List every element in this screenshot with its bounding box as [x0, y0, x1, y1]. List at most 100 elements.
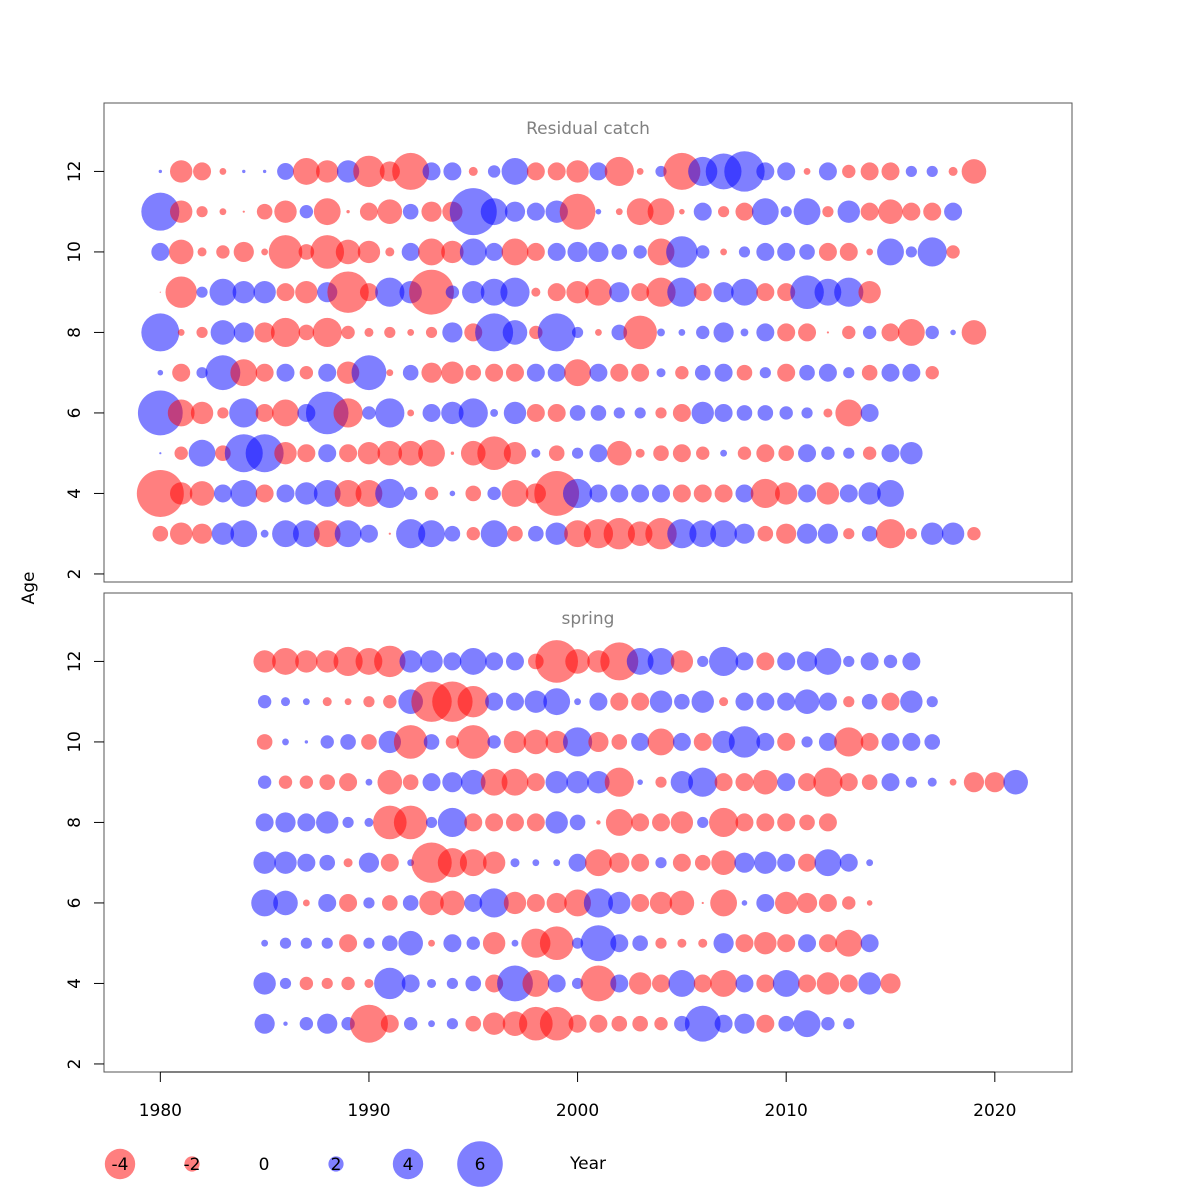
bubble-age10-1998 [523, 729, 549, 755]
bubble-age7-2014 [866, 859, 874, 867]
bubble-age10-2014 [866, 248, 874, 256]
bubble-age7-2016 [902, 363, 921, 382]
bubble-age4-2002 [610, 974, 629, 993]
bubble-age10-1995 [459, 238, 487, 266]
bubble-age10-1986 [268, 235, 303, 269]
bubble-age3-2016 [905, 528, 917, 540]
bubble-age8-2003 [623, 315, 657, 350]
bubble-age10-2014 [860, 732, 879, 751]
bubble-age10-1992 [401, 242, 420, 261]
bubble-age6-2008 [736, 405, 753, 421]
bubble-age7-1989 [343, 858, 353, 868]
bubble-age11-2011 [794, 689, 820, 714]
bubble-age10-2007 [712, 730, 735, 754]
bubble-age5-2007 [713, 933, 734, 954]
bubble-age3-1994 [446, 1018, 458, 1030]
bubble-age11-2005 [679, 208, 685, 215]
bubble-age7-1999 [547, 363, 566, 382]
bubble-age9-1997 [500, 277, 530, 307]
bubble-age6-2007 [714, 403, 733, 422]
bubble-age9-2012 [814, 278, 842, 306]
bubble-age12-2016 [905, 165, 917, 178]
bubble-age11-1989 [344, 698, 352, 706]
bubble-age8-2002 [611, 324, 628, 341]
bubble-age6-1983 [217, 407, 229, 419]
bubble-age10-1985 [256, 734, 273, 750]
bubble-age3-2006 [684, 1005, 721, 1042]
bubble-age8-2004 [657, 328, 665, 337]
bubble-age4-1987 [299, 976, 314, 991]
bubble-age10-1987 [304, 740, 309, 744]
bubble-age11-2010 [780, 206, 792, 218]
bubble-age9-2014 [858, 280, 881, 304]
bubble-age10-1989 [340, 734, 356, 750]
bubble-age4-2003 [628, 972, 652, 995]
bubble-age10-2017 [924, 734, 941, 750]
bubble-age8-2009 [756, 813, 775, 832]
bubble-age6-1992 [402, 895, 419, 911]
bubble-age5-2008 [735, 934, 754, 953]
bubble-age9-1987 [295, 280, 318, 304]
bubble-age3-1987 [292, 520, 320, 548]
bubble-age4-2012 [816, 972, 840, 995]
bubble-age3-1996 [480, 520, 508, 548]
bubble-age8-1998 [526, 813, 545, 832]
bubble-age9-2002 [609, 282, 630, 303]
bubble-age8-2015 [881, 323, 900, 342]
panel-title: spring [562, 609, 615, 629]
bubble-age4-1984 [230, 480, 258, 507]
bubble-age10-2009 [756, 732, 775, 751]
bubble-age5-1996 [477, 436, 511, 470]
bubble-age12-2014 [860, 652, 879, 671]
bubble-age9-2002 [604, 767, 634, 797]
bubble-age9-1998 [526, 773, 545, 792]
bubble-age5-2013 [843, 447, 855, 459]
bubble-age4-1986 [276, 484, 295, 503]
bubble-age7-1987 [297, 853, 316, 872]
bubble-age8-1996 [475, 313, 514, 352]
bubble-age10-1995 [456, 725, 491, 759]
bubble-age4-1994 [446, 977, 458, 990]
bubble-age12-2004 [647, 648, 675, 675]
bubble-age10-1985 [261, 248, 269, 256]
bubble-age12-2018 [948, 166, 958, 176]
bubble-age7-2003 [631, 363, 650, 382]
bubble-age11-2012 [822, 206, 834, 218]
bubble-age9-1985 [253, 280, 276, 304]
bubble-age11-2017 [926, 696, 938, 708]
x-axis: 1980 1990 2000 2010 2020 [139, 1071, 1016, 1121]
legend: -4 -2 0 2 4 6 [104, 1141, 503, 1187]
bubble-age7-2006 [694, 854, 711, 871]
bubble-age8-2010 [777, 323, 796, 342]
bubble-age5-1995 [466, 936, 480, 950]
bubble-age3-1987 [299, 1016, 314, 1031]
bubble-age7-1987 [299, 365, 314, 380]
bubble-age5-1991 [382, 935, 398, 951]
bubble-age9-1987 [299, 775, 314, 789]
bubble-age6-2004 [655, 407, 667, 419]
bubble-age7-2004 [656, 368, 666, 378]
bubble-age4-2011 [798, 484, 817, 503]
bubble-age12-2005 [670, 650, 694, 673]
bubble-age11-2000 [574, 698, 581, 706]
bubble-age8-1980 [141, 313, 180, 352]
bubble-age4-2014 [858, 972, 881, 995]
y-tick-label: 10 [65, 241, 85, 263]
bubble-age6-1993 [422, 403, 441, 422]
bubble-age8-2013 [842, 325, 856, 340]
bubble-age4-2000 [562, 478, 593, 509]
bubble-age10-2011 [801, 736, 813, 748]
bubble-age6-2007 [710, 889, 738, 917]
bubble-age6-2012 [823, 408, 833, 418]
bubble-age12-1982 [193, 162, 212, 181]
bubble-age6-2006 [691, 401, 714, 425]
bubble-age8-2017 [925, 325, 939, 340]
bubble-age4-2005 [672, 484, 691, 503]
bubble-age9-1989 [327, 271, 369, 313]
bubble-age10-2002 [611, 244, 628, 260]
bubble-age3-2010 [776, 523, 797, 544]
bubble-age12-2012 [814, 648, 842, 675]
bubble-age5-1985 [261, 939, 269, 947]
y-tick-label: 8 [65, 817, 85, 828]
bubble-age6-1988 [305, 391, 349, 435]
